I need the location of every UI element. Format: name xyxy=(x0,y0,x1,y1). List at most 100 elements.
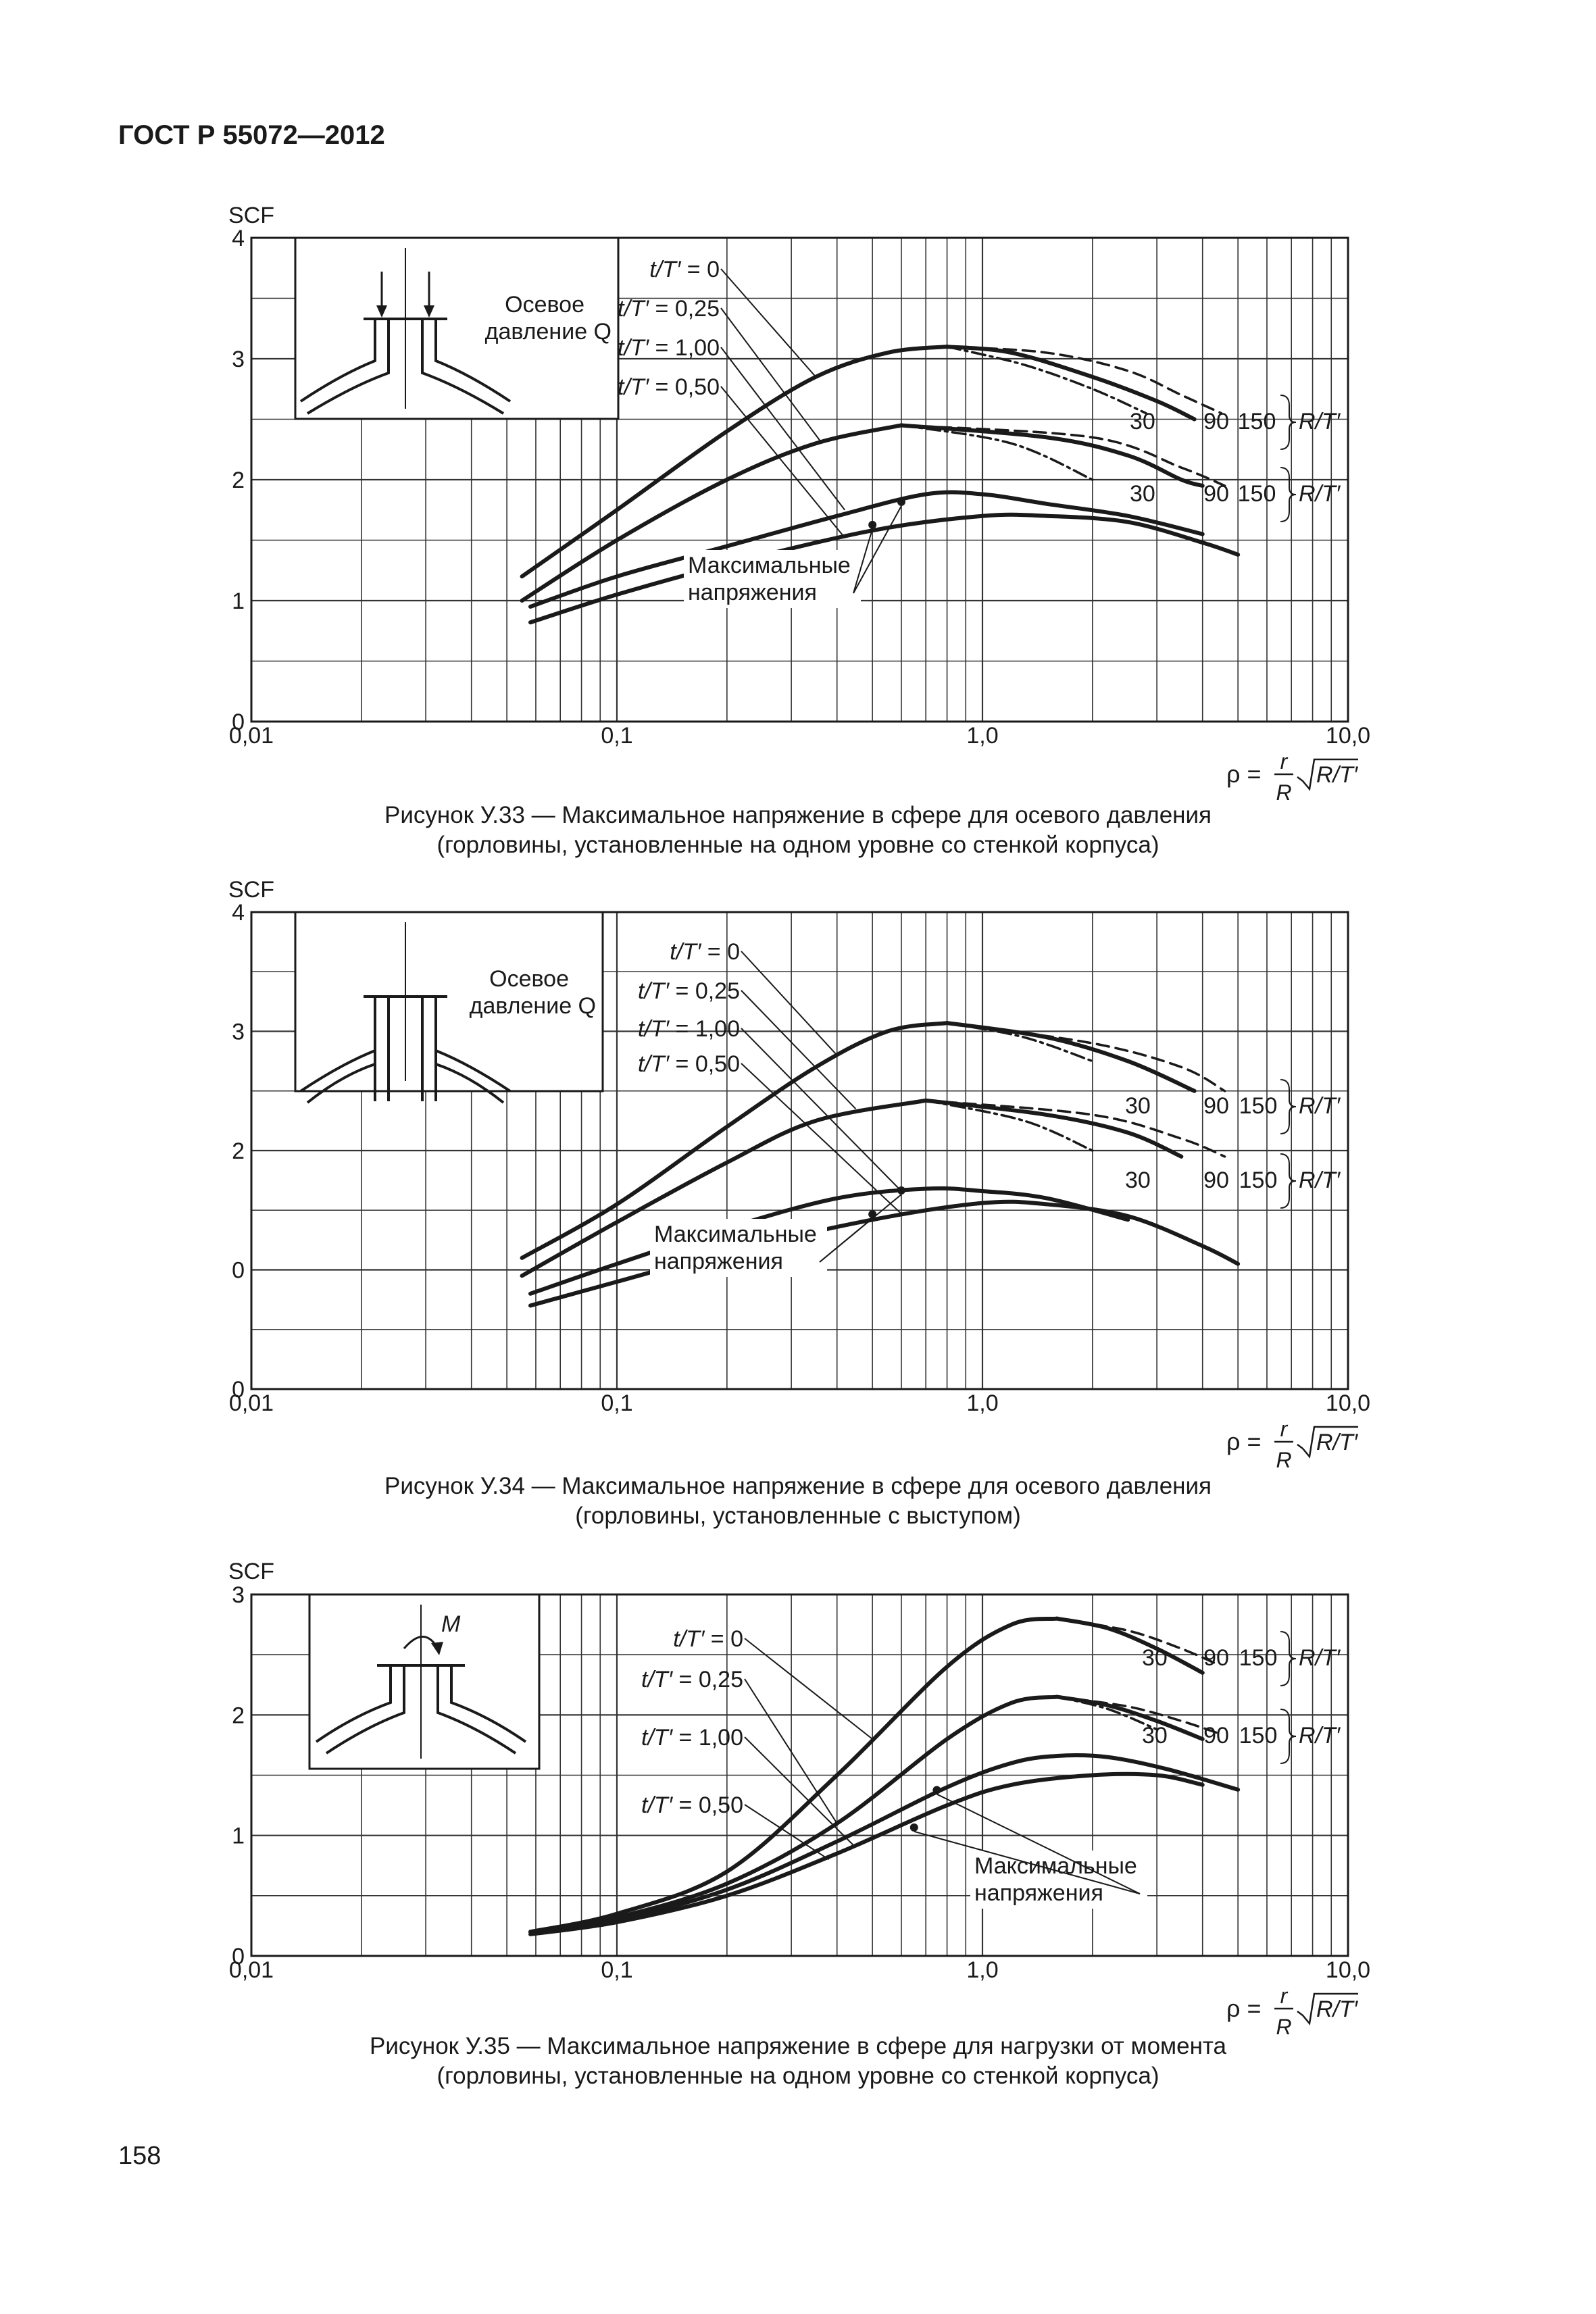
caption-line-2: (горловины, установленные на одном уровн… xyxy=(437,2063,1159,2089)
label-backdrop xyxy=(650,1219,827,1277)
rt-value-box xyxy=(1200,409,1232,434)
leader-line xyxy=(720,268,817,378)
moment-arrow-head xyxy=(431,1642,443,1655)
rt-value-box xyxy=(1200,1723,1232,1749)
rt-value: 90 xyxy=(1203,409,1229,434)
rt-group-label: R/T′ xyxy=(1299,1093,1341,1119)
rt-value: 150 xyxy=(1239,1167,1278,1193)
label-backdrop xyxy=(684,550,861,608)
rt-value: 30 xyxy=(1142,1645,1168,1671)
leader-line xyxy=(744,1678,838,1824)
y-axis-label: SCF xyxy=(228,203,274,228)
curves xyxy=(528,1616,1241,1936)
shell-wall xyxy=(306,319,390,415)
inset-label: давление Q xyxy=(485,319,612,345)
rho-numerator: r xyxy=(1280,1417,1289,1441)
figure-33: 0 1 2 3 4 SCF 0,01 0,1 1,0 10,0 ρ = r R R/T′ Осевое дав… xyxy=(0,203,1596,878)
series-line xyxy=(924,1098,1184,1159)
param-label: t/T′ = 0,25 xyxy=(638,978,740,1004)
label-backdrop xyxy=(970,1851,1147,1909)
x-tick-label: 10,0 xyxy=(1326,1390,1370,1416)
series-line xyxy=(520,1021,949,1260)
max-stress-arrow xyxy=(819,1217,873,1263)
inset-label: Осевое xyxy=(489,966,569,992)
max-stress-label: напряжения xyxy=(974,1880,1103,1906)
shell-wall xyxy=(434,319,512,403)
series-line xyxy=(1055,1617,1219,1666)
figure-33-caption: Рисунок У.33 — Максимальное напряжение в… xyxy=(0,801,1596,860)
max-stress-arrow xyxy=(853,528,874,594)
x-tick-label: 1,0 xyxy=(966,1957,998,1983)
series-line xyxy=(520,345,949,579)
y-tick-label: 0 xyxy=(232,1944,245,1969)
rho-denominator: R xyxy=(1276,2015,1291,2039)
leader-line xyxy=(744,1638,873,1740)
series-line xyxy=(924,1099,1226,1158)
x-tick-label: 0,1 xyxy=(601,723,632,749)
series-line xyxy=(1055,1694,1205,1741)
param-label: t/T′ = 1,00 xyxy=(618,335,720,361)
series-line xyxy=(945,1022,1226,1092)
shell-wall xyxy=(421,319,505,415)
document-header: ГОСТ Р 55072—2012 xyxy=(118,120,385,150)
x-tick-label: 10,0 xyxy=(1326,723,1370,749)
series-line xyxy=(528,1771,1205,1936)
rt-value: 30 xyxy=(1130,409,1155,434)
leader-line xyxy=(744,1736,857,1848)
rho-radicand: R/T′ xyxy=(1316,762,1359,788)
max-stress-arrow-head xyxy=(897,497,905,506)
x-tick-label: 10,0 xyxy=(1326,1957,1370,1983)
series-line xyxy=(520,1098,928,1278)
x-tick-label: 0,1 xyxy=(601,1957,632,1983)
brace xyxy=(1280,1079,1297,1134)
rt-value: 30 xyxy=(1130,481,1155,507)
rt-value: 90 xyxy=(1203,1645,1229,1671)
rt-value-box xyxy=(1200,1645,1232,1671)
caption-line-2: (горловины, установленные с выступом) xyxy=(575,1503,1021,1529)
x-tick-label: 0,01 xyxy=(229,723,274,749)
rho-label: ρ = xyxy=(1226,1994,1262,2022)
caption-line-1: Рисунок У.33 — Максимальное напряжение в… xyxy=(384,802,1212,828)
y-tick-label: 0 xyxy=(232,709,245,735)
arrow-heads xyxy=(376,305,434,318)
shell-wall xyxy=(299,319,376,403)
leader-line xyxy=(741,951,838,1056)
param-label: t/T′ = 1,00 xyxy=(638,1016,740,1042)
inset-frame xyxy=(294,911,604,1092)
x-tick-label: 0,1 xyxy=(601,1390,632,1416)
y-tick-label: 1 xyxy=(232,1823,245,1849)
plot-frame xyxy=(250,1593,1349,1957)
rt-group-label: R/T′ xyxy=(1299,1723,1341,1749)
rt-value: 90 xyxy=(1203,1723,1229,1749)
rt-value-box xyxy=(1200,481,1232,507)
figure-34: 0 0 2 3 4 SCF 0,01 0,1 1,0 10,0 ρ = r R R/T′ Осевое дав… xyxy=(0,872,1596,1547)
y-tick-label: 4 xyxy=(232,226,245,251)
caption-line-2: (горловины, установленные на одном уровн… xyxy=(437,832,1159,858)
inset-label: Осевое xyxy=(505,292,584,318)
max-stress-arrow xyxy=(853,505,902,594)
max-stress-label: Максимальные xyxy=(974,1853,1137,1879)
rt-group-label: R/T′ xyxy=(1299,1645,1341,1671)
rt-value-box xyxy=(1200,1167,1232,1193)
radical-sign xyxy=(1297,1992,1358,2026)
param-label: t/T′ = 0,25 xyxy=(618,296,720,322)
plot-frame xyxy=(250,911,1349,1390)
series-line xyxy=(520,423,903,603)
inset-label: давление Q xyxy=(470,993,596,1019)
series-line xyxy=(1055,1616,1205,1675)
rt-group-label: R/T′ xyxy=(1299,1167,1341,1193)
rho-numerator: r xyxy=(1280,749,1289,774)
rt-value: 150 xyxy=(1239,1645,1278,1671)
y-tick-label: 2 xyxy=(232,1703,245,1728)
plot-area xyxy=(250,911,1349,1390)
max-stress-arrow-head xyxy=(932,1786,941,1794)
max-stress-label: напряжения xyxy=(654,1249,783,1274)
rho-radicand: R/T′ xyxy=(1316,1430,1359,1455)
max-stress-arrow xyxy=(914,1830,1141,1894)
leader-line xyxy=(720,386,845,538)
